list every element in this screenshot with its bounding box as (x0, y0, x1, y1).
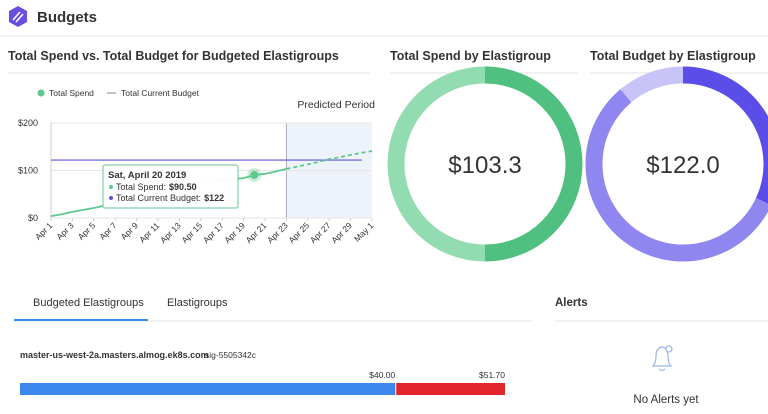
x-tick-label: Apr 15 (179, 220, 204, 245)
tab[interactable]: Budgeted Elastigroups (33, 297, 144, 309)
predicted-label: Predicted Period (297, 99, 375, 111)
legend-marker (37, 89, 45, 97)
tooltip-marker (109, 196, 113, 200)
tab[interactable]: Elastigroups (167, 297, 228, 309)
donut-segment (620, 66, 684, 103)
y-tick-label: $100 (18, 166, 38, 176)
point (250, 171, 259, 180)
group-name: master-us-west-2a.masters.almog.ek8s.com (20, 350, 209, 360)
x-tick-label: Apr 3 (54, 220, 76, 242)
x-tick-label: May 1 (352, 220, 376, 244)
x-tick-label: Apr 19 (222, 220, 247, 245)
x-tick-label: Apr 25 (286, 220, 311, 245)
empty-message: No Alerts yet (633, 394, 699, 406)
budget-bar (396, 383, 505, 395)
donut-segment (484, 66, 583, 262)
x-tick-label: Apr 27 (308, 220, 333, 245)
tooltip (102, 164, 239, 209)
tooltip-line: Total Spend: $90.50 (116, 182, 197, 192)
x-tick-label: Apr 5 (76, 220, 98, 242)
group-id: sig-5505342c (205, 350, 257, 360)
donut-total: $122.0 (646, 152, 719, 179)
x-tick-label: Apr 23 (265, 220, 290, 245)
x-tick-label: Apr 29 (329, 220, 354, 245)
predicted-line (286, 150, 373, 170)
x-tick-label: Apr 1 (33, 220, 55, 242)
section-title: Total Budget by Elastigroup (590, 49, 756, 63)
donut-segment (682, 66, 768, 204)
budget-label: $51.70 (479, 370, 505, 380)
donut-segment (387, 66, 486, 262)
x-tick-label: Apr 7 (97, 220, 119, 242)
tooltip-title: Sat, April 20 2019 (108, 170, 186, 181)
tooltip-marker (109, 185, 113, 189)
legend-label: Total Current Budget (121, 88, 200, 98)
tooltip-label: Total Current Budget: (116, 193, 201, 203)
section-title: Total Spend vs. Total Budget for Budgete… (8, 49, 339, 63)
y-tick-label: $0 (28, 213, 38, 223)
donut-segment (585, 89, 768, 262)
x-tick-label: Apr 17 (201, 220, 226, 245)
alerts-title: Alerts (555, 297, 588, 309)
legend-label: Total Spend (49, 88, 94, 98)
tooltip-value: $90.50 (169, 182, 197, 192)
x-tick-label: Apr 13 (158, 220, 183, 245)
tooltip-value: $122 (204, 193, 224, 203)
spend-bar (20, 383, 396, 395)
tooltip-label: Total Spend: (116, 182, 166, 192)
page-title: Budgets (37, 9, 97, 26)
spend-label: $40.00 (369, 370, 395, 380)
x-tick-label: Apr 21 (244, 220, 269, 245)
donut-total: $103.3 (448, 152, 521, 179)
section-title: Total Spend by Elastigroup (390, 49, 551, 63)
x-tick-label: Apr 11 (137, 220, 162, 245)
bell-icon (651, 345, 673, 372)
y-tick-label: $200 (18, 118, 38, 128)
logo (9, 6, 27, 27)
tooltip-line: Total Current Budget: $122 (116, 193, 224, 203)
